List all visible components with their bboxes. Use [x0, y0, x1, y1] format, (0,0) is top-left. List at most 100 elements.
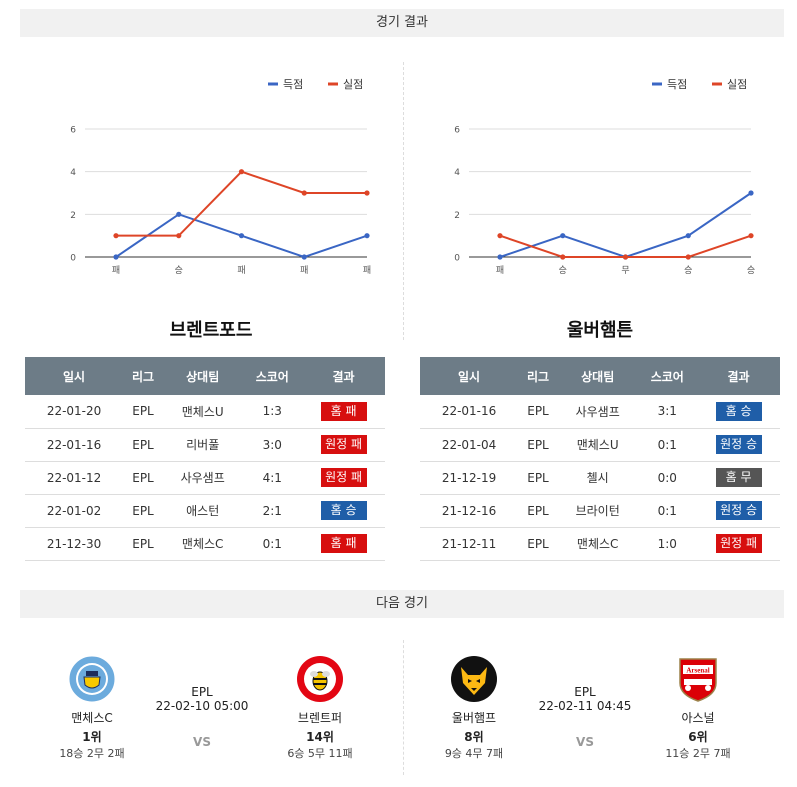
cell-date: 21-12-11: [420, 527, 519, 561]
match-league: EPL: [574, 685, 596, 699]
man-city-logo-icon: [68, 655, 116, 703]
divider: [403, 62, 404, 340]
result-badge: 홈 패: [320, 401, 367, 421]
away-team-rank: 14위: [306, 730, 334, 744]
col-date: 일시: [420, 357, 519, 395]
cell-date: 21-12-16: [420, 494, 519, 528]
cell-date: 21-12-30: [25, 527, 124, 561]
result-badge: 원정 승: [715, 435, 762, 454]
table-row: 21-12-11 EPL 맨체스C 1:0 원정 패: [420, 527, 780, 561]
col-result: 결과: [302, 357, 385, 395]
brentford-logo-icon: [296, 655, 344, 703]
x-tick-label: 패: [363, 265, 371, 276]
x-tick-label: 패: [300, 265, 308, 276]
cell-opponent: 맨체스C: [557, 527, 638, 561]
legend-label: 실점: [343, 78, 363, 91]
cell-opponent: 맨체스U: [557, 428, 638, 462]
away-team-name: 브렌트퍼: [297, 711, 343, 725]
y-tick-label: 6: [70, 126, 76, 136]
table-header-row: 일시 리그 상대팀 스코어 결과: [420, 357, 780, 395]
cell-league: EPL: [123, 494, 163, 528]
cell-date: 22-01-02: [25, 494, 124, 528]
wolves-chart: 0 2 4 6 패 승 무 승 승 득점 실점: [404, 62, 784, 294]
cell-result: 홈 승: [302, 494, 385, 528]
result-badge: 원정 패: [715, 534, 762, 553]
match-league: EPL: [191, 685, 213, 699]
cell-opponent: 사우샘프: [557, 395, 638, 429]
table-row: 21-12-16 EPL 브라이턴 0:1 원정 승: [420, 494, 780, 528]
table-row: 22-01-02 EPL 애스턴 2:1 홈 승: [25, 494, 385, 528]
result-badge: 원정 승: [715, 501, 762, 520]
y-tick-label: 2: [70, 211, 76, 221]
brentford-chart: 0 2 4 6 패 승 패 패 패 득점 실점: [20, 62, 400, 294]
y-tick-label: 4: [70, 168, 76, 178]
col-league: 리그: [518, 357, 558, 395]
table-row: 22-01-04 EPL 맨체스U 0:1 원정 승: [420, 428, 780, 462]
home-team-record: 18승 2무 2패: [59, 747, 125, 760]
cell-result: 홈 무: [697, 461, 780, 495]
cell-score: 1:0: [637, 527, 698, 561]
y-tick-label: 6: [454, 126, 460, 136]
brentford-line-chart: 0 2 4 6 패 승 패 패 패 득점 실점: [70, 78, 371, 276]
x-tick-label: 패: [237, 265, 245, 276]
result-badge: 홈 승: [715, 401, 762, 421]
home-team: 울버햄프 8위 9승 4무 7패: [424, 655, 524, 761]
data-point: [560, 233, 566, 239]
col-result: 결과: [697, 357, 780, 395]
data-point: [560, 254, 566, 260]
x-tick-label: 패: [496, 265, 504, 276]
away-team: 브렌트퍼 14위 6승 5무 11패: [270, 655, 370, 761]
cell-date: 22-01-04: [420, 428, 519, 462]
vs-label: VS: [576, 735, 594, 749]
away-team-record: 11승 2무 7패: [665, 747, 731, 760]
data-point: [748, 190, 754, 196]
cell-league: EPL: [518, 428, 558, 462]
cell-league: EPL: [123, 527, 163, 561]
result-badge: 원정 패: [320, 435, 367, 454]
data-point: [622, 254, 629, 260]
away-team: Arsenal 아스널 6위 11승 2무 7패: [648, 655, 748, 761]
cell-league: EPL: [518, 461, 558, 495]
result-badge: 홈 무: [715, 468, 762, 487]
cell-score: 0:0: [637, 461, 698, 495]
cell-league: EPL: [123, 428, 163, 462]
table-row: 21-12-30 EPL 맨체스C 0:1 홈 패: [25, 527, 385, 561]
col-score: 스코어: [637, 357, 698, 395]
away-team-rank: 6위: [688, 730, 708, 744]
y-tick-label: 2: [454, 211, 460, 221]
legend-label: 실점: [727, 78, 747, 91]
cell-date: 22-01-20: [25, 395, 124, 429]
data-point: [685, 233, 691, 239]
cell-score: 1:3: [242, 395, 303, 429]
y-tick-label: 0: [454, 254, 460, 264]
arsenal-logo-icon: Arsenal: [674, 655, 722, 703]
cell-league: EPL: [518, 494, 558, 528]
col-opponent: 상대팀: [162, 357, 243, 395]
table-row: 21-12-19 EPL 첼시 0:0 홈 무: [420, 461, 780, 495]
table-row: 22-01-16 EPL 리버풀 3:0 원정 패: [25, 428, 385, 462]
next-match-section-header: 다음 경기: [20, 590, 784, 618]
cell-date: 22-01-16: [420, 395, 519, 429]
data-point: [301, 190, 307, 196]
data-point: [238, 233, 245, 239]
y-tick-label: 4: [454, 168, 460, 178]
col-league: 리그: [123, 357, 163, 395]
next-match-2: 울버햄프 8위 9승 4무 7패 EPL 22-02-11 04:45 VS A…: [404, 655, 784, 765]
col-date: 일시: [25, 357, 124, 395]
table-header-row: 일시 리그 상대팀 스코어 결과: [25, 357, 385, 395]
results-title: 경기 결과: [376, 15, 428, 30]
table-row: 22-01-12 EPL 사우샘프 4:1 원정 패: [25, 461, 385, 495]
x-tick-label: 무: [621, 265, 629, 276]
cell-opponent: 애스턴: [162, 494, 243, 528]
away-team-name: 아스널: [681, 711, 715, 725]
home-team: 맨체스C 1위 18승 2무 2패: [42, 655, 142, 761]
data-point: [497, 233, 503, 239]
next-match-1: 맨체스C 1위 18승 2무 2패 EPL 22-02-10 05:00 VS …: [20, 655, 400, 765]
y-tick-label: 0: [70, 254, 76, 264]
data-point: [176, 233, 182, 239]
x-tick-label: 승: [684, 265, 692, 276]
home-team-name: 맨체스C: [71, 711, 113, 725]
cell-league: EPL: [518, 527, 558, 561]
match-info: EPL 22-02-10 05:00 VS: [142, 685, 262, 749]
cell-result: 원정 패: [302, 461, 385, 495]
